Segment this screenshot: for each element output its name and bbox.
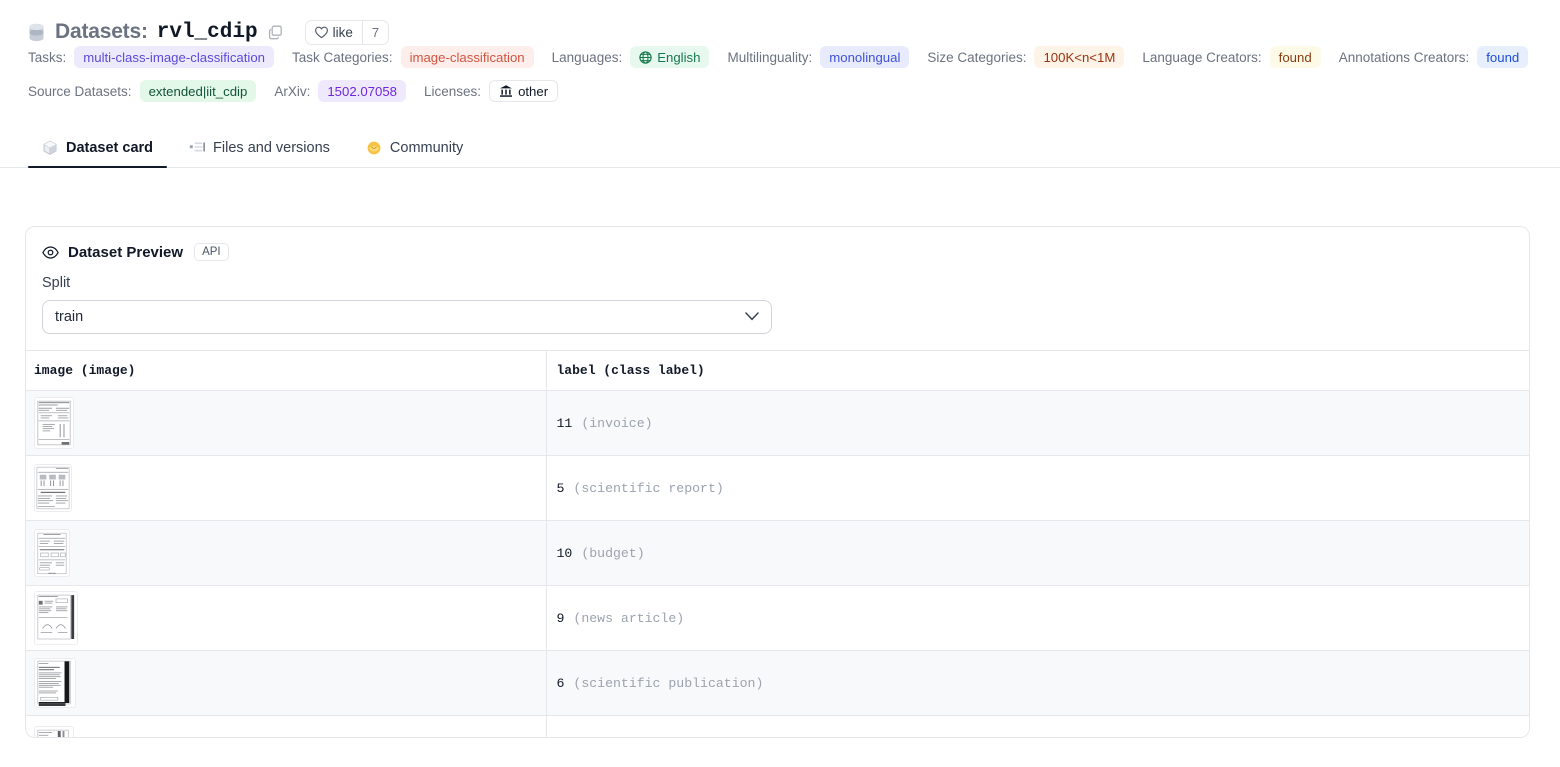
tag-size-categories[interactable]: 100K<n<1M — [1034, 46, 1125, 68]
label-value: 10 — [556, 545, 573, 561]
label-class-name: (budget) — [581, 545, 645, 561]
eye-icon — [42, 245, 59, 259]
table-row[interactable]: 11 (invoice) — [26, 390, 1529, 456]
preview-title: Dataset Preview — [68, 243, 184, 261]
scanned-scientific-publication-document-thumbnail[interactable] — [34, 658, 76, 708]
label-value: 11 — [556, 415, 573, 431]
file-tree-icon — [189, 142, 205, 152]
meta-label-task-categories: Task Categories: — [292, 49, 393, 65]
scanned-news-article-document-thumbnail[interactable] — [34, 591, 78, 645]
like-button[interactable]: like — [305, 20, 362, 44]
table-row[interactable] — [26, 715, 1529, 737]
cell-label: 6 (scientific publication) — [546, 650, 1529, 716]
cell-image — [26, 390, 547, 456]
column-header-label[interactable]: label (class label) — [546, 350, 1529, 391]
tag-source-datasets[interactable]: extended|iit_cdip — [139, 80, 257, 102]
meta-label-annotations-creators: Annotations Creators: — [1338, 49, 1470, 65]
metadata-row-2: Source Datasets: extended|iit_cdip ArXiv… — [0, 74, 1560, 108]
tag-task-categories[interactable]: image-classification — [400, 46, 534, 68]
cell-image — [26, 650, 547, 716]
meta-label-language-creators: Language Creators: — [1142, 49, 1262, 65]
tab-bar: Dataset card Files and versions Communit… — [0, 126, 1560, 168]
tag-licenses[interactable]: other — [489, 80, 559, 102]
database-icon — [28, 23, 55, 42]
chevron-down-icon — [745, 312, 759, 321]
meta-label-size-categories: Size Categories: — [927, 49, 1027, 65]
table-row[interactable]: 6 (scientific publication) — [26, 650, 1529, 716]
dataset-preview-card: Dataset Preview API Split train image (i… — [25, 226, 1530, 738]
scanned-partial-document-thumbnail[interactable] — [34, 726, 74, 737]
cell-label — [546, 715, 1529, 737]
meta-label-licenses: Licenses: — [424, 83, 482, 99]
metadata-row-1: Tasks: multi-class-image-classification … — [0, 40, 1560, 74]
cell-label: 10 (budget) — [546, 520, 1529, 586]
tab-label: Dataset card — [66, 140, 154, 156]
cell-label: 5 (scientific report) — [546, 455, 1529, 521]
like-group: like 7 — [304, 19, 390, 45]
globe-icon — [639, 50, 652, 64]
tag-tasks[interactable]: multi-class-image-classification — [74, 46, 275, 68]
tab-label: Community — [389, 140, 464, 156]
tag-languages[interactable]: English — [630, 46, 710, 68]
api-badge[interactable]: API — [194, 243, 229, 261]
cell-image — [26, 520, 547, 586]
tab-files-and-versions[interactable]: Files and versions — [175, 140, 344, 167]
split-label: Split — [42, 275, 71, 291]
cell-image — [26, 455, 547, 521]
scanned-budget-document-thumbnail[interactable] — [34, 529, 70, 577]
split-select-value: train — [55, 309, 84, 325]
meta-label-languages: Languages: — [551, 49, 623, 65]
tag-language-creators[interactable]: found — [1269, 46, 1321, 68]
cell-image — [26, 715, 547, 737]
like-label: like — [332, 24, 353, 40]
cube-icon — [43, 140, 57, 155]
like-count: 7 — [361, 20, 389, 44]
table-header-row: image (image) label (class label) — [26, 350, 1529, 391]
tag-licenses-label: other — [518, 83, 549, 99]
tag-annotations-creators[interactable]: found — [1477, 46, 1529, 68]
scanned-scientific-report-document-thumbnail[interactable] — [34, 464, 72, 512]
table-row[interactable]: 5 (scientific report) — [26, 455, 1529, 521]
meta-label-source-datasets: Source Datasets: — [28, 83, 132, 99]
tab-community[interactable]: Community — [352, 140, 477, 167]
tag-arxiv[interactable]: 1502.07058 — [318, 80, 407, 102]
label-value: 6 — [556, 675, 565, 691]
scanned-invoice-document-thumbnail[interactable] — [34, 397, 74, 449]
meta-label-multilinguality: Multilinguality: — [727, 49, 813, 65]
label-class-name: (invoice) — [581, 415, 653, 431]
preview-table: image (image) label (class label) — [26, 350, 1529, 737]
label-value: 5 — [556, 480, 565, 496]
copy-icon[interactable] — [258, 25, 283, 40]
label-value: 9 — [556, 610, 565, 626]
cell-label: 11 (invoice) — [546, 390, 1529, 456]
label-class-name: (scientific report) — [573, 480, 724, 496]
meta-label-tasks: Tasks: — [28, 49, 67, 65]
tag-languages-label: English — [657, 49, 701, 65]
cell-label: 9 (news article) — [546, 585, 1529, 651]
table-row[interactable]: 9 (news article) — [26, 585, 1529, 651]
tab-label: Files and versions — [213, 140, 330, 156]
table-row[interactable]: 10 (budget) — [26, 520, 1529, 586]
header-prefix: Datasets: — [55, 20, 148, 43]
cell-image — [26, 585, 547, 651]
split-select[interactable]: train — [42, 300, 772, 334]
tab-dataset-card[interactable]: Dataset card — [28, 140, 168, 168]
heart-icon — [314, 26, 328, 38]
handshake-icon — [367, 141, 381, 155]
label-class-name: (news article) — [573, 610, 685, 626]
preview-header: Dataset Preview API — [26, 227, 1529, 261]
label-class-name: (scientific publication) — [573, 675, 764, 691]
dataset-name[interactable]: rvl_cdip — [156, 20, 258, 44]
meta-label-arxiv: ArXiv: — [274, 83, 311, 99]
column-header-image[interactable]: image (image) — [26, 350, 547, 391]
tag-multilinguality[interactable]: monolingual — [820, 46, 910, 68]
split-select-wrap: train — [26, 291, 1529, 334]
dataset-header: Datasets: rvl_cdip like 7 — [0, 0, 1560, 45]
bank-icon — [500, 85, 513, 97]
